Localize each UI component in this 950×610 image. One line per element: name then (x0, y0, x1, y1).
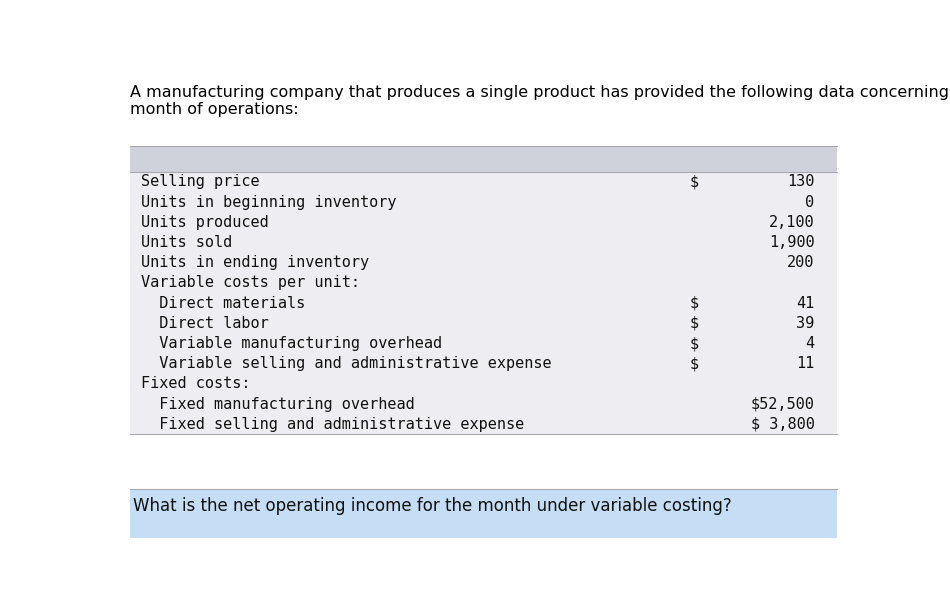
Text: $ 3,800: $ 3,800 (750, 417, 814, 432)
Text: $: $ (690, 356, 698, 371)
Text: 39: 39 (796, 316, 814, 331)
Text: A manufacturing company that produces a single product has provided the followin: A manufacturing company that produces a … (130, 85, 949, 117)
Text: 11: 11 (796, 356, 814, 371)
Text: What is the net operating income for the month under variable costing?: What is the net operating income for the… (133, 497, 732, 515)
Text: $52,500: $52,500 (750, 396, 814, 412)
Text: 4: 4 (806, 336, 814, 351)
Text: Variable manufacturing overhead: Variable manufacturing overhead (141, 336, 442, 351)
Text: $: $ (690, 316, 698, 331)
Text: 2,100: 2,100 (769, 215, 814, 230)
Text: Fixed costs:: Fixed costs: (141, 376, 251, 392)
Text: Selling price: Selling price (141, 174, 259, 190)
Text: Fixed manufacturing overhead: Fixed manufacturing overhead (141, 396, 414, 412)
Bar (130, 489, 837, 538)
Bar (130, 172, 837, 434)
Text: 1,900: 1,900 (769, 235, 814, 250)
Text: Units produced: Units produced (141, 215, 269, 230)
Text: Fixed selling and administrative expense: Fixed selling and administrative expense (141, 417, 524, 432)
Bar (130, 146, 837, 172)
Text: Direct materials: Direct materials (141, 296, 305, 310)
Text: 200: 200 (788, 255, 814, 270)
Text: 130: 130 (788, 174, 814, 190)
Text: 41: 41 (796, 296, 814, 310)
Text: 0: 0 (806, 195, 814, 210)
Text: Units sold: Units sold (141, 235, 232, 250)
Text: Units in beginning inventory: Units in beginning inventory (141, 195, 396, 210)
Text: $: $ (690, 296, 698, 310)
Text: $: $ (690, 336, 698, 351)
Text: $: $ (690, 174, 698, 190)
Text: Direct labor: Direct labor (141, 316, 269, 331)
Text: Variable selling and administrative expense: Variable selling and administrative expe… (141, 356, 551, 371)
Text: Variable costs per unit:: Variable costs per unit: (141, 276, 360, 290)
Text: Units in ending inventory: Units in ending inventory (141, 255, 369, 270)
